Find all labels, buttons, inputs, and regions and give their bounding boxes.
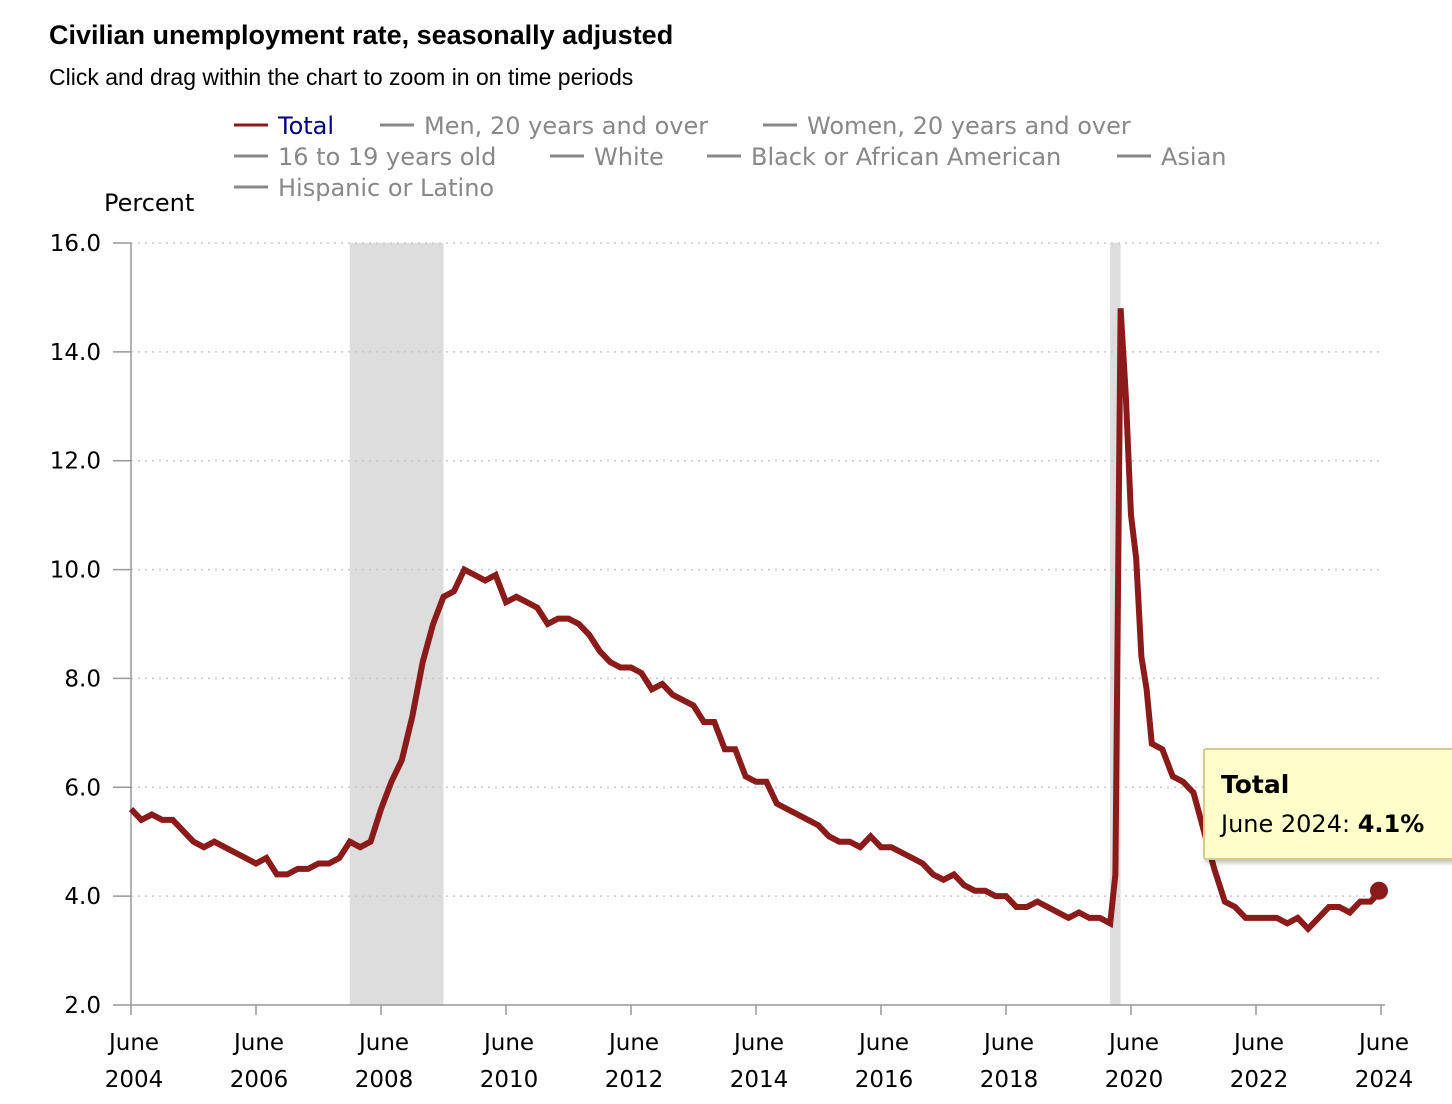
legend-item[interactable]: Men, 20 years and over — [380, 112, 708, 140]
x-tick-label-year: 2022 — [1230, 1067, 1289, 1093]
x-tick-label-year: 2004 — [105, 1067, 164, 1093]
x-tick-label-year: 2016 — [855, 1067, 914, 1093]
x-tick-label-year: 2020 — [1105, 1067, 1164, 1093]
recession-band — [349, 243, 444, 1005]
legend[interactable]: Total Men, 20 years and over Women, 20 yea… — [234, 112, 1227, 202]
x-tick-label-year: 2010 — [480, 1067, 539, 1093]
legend-label: Hispanic or Latino — [278, 174, 494, 202]
y-tick-label: 14.0 — [50, 340, 101, 366]
y-tick-label: 12.0 — [50, 449, 101, 475]
x-tick-label-year: 2008 — [355, 1067, 414, 1093]
legend-item[interactable]: Total — [234, 112, 334, 140]
legend-label: 16 to 19 years old — [278, 143, 496, 171]
tooltip-series-name: Total — [1221, 770, 1290, 799]
legend-label: White — [594, 143, 664, 171]
tooltip-row: June 2024: 4.1% — [1221, 810, 1424, 838]
x-tick-label-year: 2012 — [605, 1067, 664, 1093]
recession-shading — [349, 243, 1121, 1005]
legend-item[interactable]: Asian — [1117, 143, 1227, 171]
tooltip-date: June 2024 — [1221, 810, 1342, 838]
chart-subtitle: Click and drag within the chart to zoom … — [49, 64, 634, 90]
series-line-total[interactable] — [128, 308, 1384, 934]
x-tick-label-month: June — [1107, 1030, 1159, 1056]
y-tick-label: 4.0 — [64, 884, 101, 910]
legend-label: Asian — [1161, 143, 1227, 171]
tooltip-value: 4.1% — [1357, 810, 1425, 838]
x-tick-label-month: June — [357, 1030, 409, 1056]
legend-item[interactable]: Women, 20 years and over — [763, 112, 1131, 140]
x-tick-label-month: June — [107, 1030, 159, 1056]
gridlines — [131, 242, 1381, 897]
x-tick-label-month: June — [607, 1030, 659, 1056]
x-tick-label-month: June — [732, 1030, 784, 1056]
tooltip-colon: : — [1341, 810, 1358, 838]
legend-label: Men, 20 years and over — [424, 112, 708, 140]
x-tick-label-month: June — [482, 1030, 534, 1056]
x-tick-label-month: June — [1232, 1030, 1284, 1056]
x-tick-label-month: June — [982, 1030, 1034, 1056]
y-axis-label: Percent — [104, 189, 194, 217]
axes: 2.0 4.0 6.0 8.0 10.0 12.0 14.0 16.0 June 2004 June… — [50, 231, 1413, 1093]
x-tick-label-year: 2018 — [980, 1067, 1039, 1093]
series-lines[interactable] — [128, 308, 1388, 934]
x-tick-label-month: June — [1357, 1030, 1409, 1056]
legend-label: Black or African American — [751, 143, 1061, 171]
y-tick-label: 10.0 — [50, 558, 101, 584]
highlight-marker — [1370, 881, 1388, 900]
x-tick-label-year: 2024 — [1355, 1067, 1414, 1093]
y-tick-label: 8.0 — [64, 666, 101, 692]
legend-label: Total — [277, 112, 334, 140]
x-tick-label-year: 2006 — [230, 1067, 289, 1093]
legend-label: Women, 20 years and over — [807, 112, 1131, 140]
x-tick-label-month: June — [857, 1030, 909, 1056]
legend-item[interactable]: Black or African American — [707, 143, 1061, 171]
legend-item[interactable]: 16 to 19 years old — [234, 143, 496, 171]
data-tooltip: Total June 2024: 4.1% — [1203, 748, 1452, 860]
chart-title: Civilian unemployment rate, seasonally a… — [49, 20, 674, 50]
legend-item[interactable]: White — [550, 143, 664, 171]
x-tick-label-year: 2014 — [730, 1067, 789, 1093]
y-tick-label: 16.0 — [50, 231, 101, 257]
y-tick-label: 6.0 — [64, 775, 101, 801]
y-tick-label: 2.0 — [64, 993, 101, 1019]
legend-item[interactable]: Hispanic or Latino — [234, 174, 494, 202]
x-tick-label-month: June — [232, 1030, 284, 1056]
